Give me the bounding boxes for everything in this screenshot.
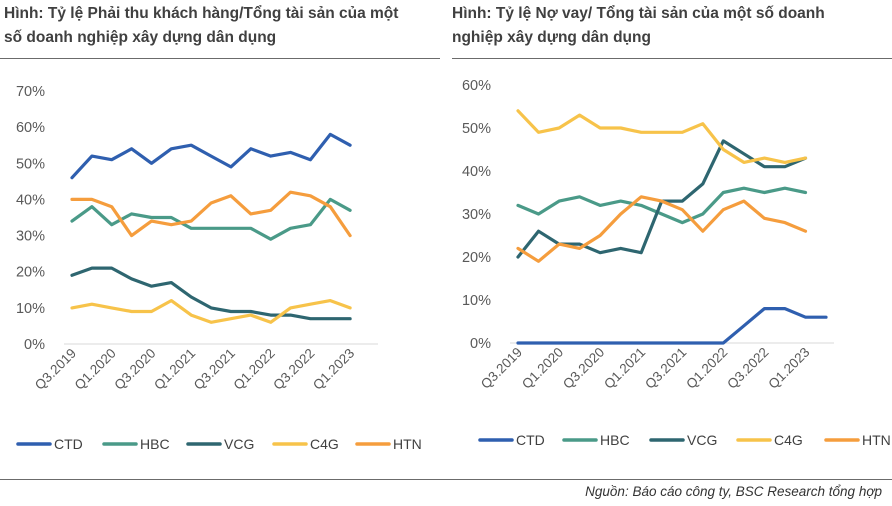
left-x-tick-label: Q3.2021 [191, 346, 238, 393]
left-x-tick-label: Q3.2020 [111, 346, 158, 393]
right-title-line-2: nghiệp xây dựng dân dụng [452, 29, 651, 46]
left-series-line-vcg [70, 266, 352, 321]
left-chart-title: Hình: Tỷ lệ Phải thu khách hàng/Tổng tài… [4, 2, 398, 50]
source-divider [0, 479, 892, 480]
right-y-tick-label: 30% [462, 207, 491, 223]
right-y-tick-label: 60% [462, 78, 491, 94]
right-legend-label-htn: HTN [862, 432, 891, 448]
right-y-tick-label: 20% [462, 250, 491, 266]
left-y-tick-label: 40% [16, 192, 45, 208]
left-title-line-2: số doanh nghiệp xây dựng dân dụng [4, 29, 277, 46]
left-legend-label-ctd: CTD [54, 436, 83, 452]
right-series-line-c4g [516, 109, 808, 164]
right-x-tick-label: Q3.2022 [724, 345, 771, 392]
left-y-tick-label: 60% [16, 120, 45, 136]
left-legend-label-c4g: C4G [310, 436, 339, 452]
source-note: Nguồn: Báo cáo công ty, BSC Research tổn… [585, 484, 882, 499]
right-legend-label-hbc: HBC [600, 432, 630, 448]
left-series-line-ctd [70, 132, 352, 180]
right-y-tick-label: 50% [462, 121, 491, 137]
right-legend-label-c4g: C4G [774, 432, 803, 448]
debt-ratio-chart: 0%10%20%30%40%50%60%Q3.2019Q1.2020Q3.202… [462, 78, 891, 448]
right-x-tick-label: Q3.2020 [560, 345, 607, 392]
left-legend-label-htn: HTN [393, 436, 422, 452]
right-x-tick-label: Q1.2020 [519, 345, 566, 392]
right-legend-label-ctd: CTD [516, 432, 545, 448]
left-series-line-hbc [70, 197, 352, 241]
right-title-divider [452, 58, 892, 59]
left-y-tick-label: 0% [24, 337, 45, 353]
left-y-tick-label: 50% [16, 156, 45, 172]
right-title-line-1: Hình: Tỷ lệ Nợ vay/ Tổng tài sản của một… [452, 5, 825, 22]
right-y-tick-label: 40% [462, 164, 491, 180]
right-x-tick-label: Q1.2023 [765, 345, 812, 392]
right-series-line-htn [516, 195, 808, 263]
left-x-tick-label: Q1.2022 [231, 346, 278, 393]
left-x-tick-label: Q1.2023 [310, 346, 357, 393]
left-legend-label-vcg: VCG [224, 436, 254, 452]
right-series-line-hbc [516, 186, 808, 225]
right-y-tick-label: 0% [470, 336, 491, 352]
left-series-line-htn [70, 190, 352, 238]
left-x-tick-label: Q1.2020 [72, 346, 119, 393]
left-y-tick-label: 20% [16, 265, 45, 281]
right-y-tick-label: 10% [462, 293, 491, 309]
right-x-tick-label: Q1.2021 [601, 345, 648, 392]
left-series-line-c4g [70, 299, 352, 324]
left-y-tick-label: 10% [16, 301, 45, 317]
left-y-tick-label: 30% [16, 229, 45, 245]
left-x-tick-label: Q1.2021 [151, 346, 198, 393]
right-x-tick-label: Q3.2021 [642, 345, 689, 392]
receivables-ratio-chart: 0%10%20%30%40%50%60%70%Q3.2019Q1.2020Q3.… [16, 84, 422, 452]
left-legend-label-hbc: HBC [140, 436, 170, 452]
right-chart-title: Hình: Tỷ lệ Nợ vay/ Tổng tài sản của một… [452, 2, 825, 50]
left-y-tick-label: 70% [16, 84, 45, 100]
right-series-line-ctd [516, 307, 828, 345]
right-legend-label-vcg: VCG [687, 432, 717, 448]
left-title-divider [0, 58, 440, 59]
left-title-line-1: Hình: Tỷ lệ Phải thu khách hàng/Tổng tài… [4, 5, 399, 22]
left-x-tick-label: Q3.2022 [270, 346, 317, 393]
right-x-tick-label: Q1.2022 [683, 345, 730, 392]
